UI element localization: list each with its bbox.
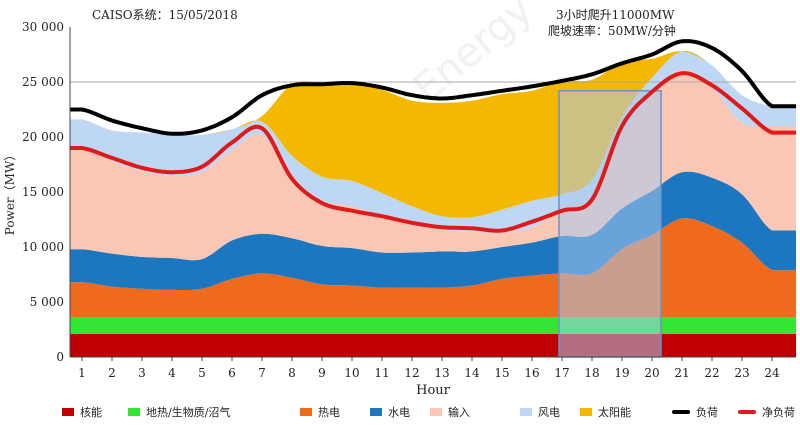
legend-label: 风电 xyxy=(538,406,560,419)
ramp-highlight-box xyxy=(558,90,662,358)
legend-swatch xyxy=(430,408,442,416)
y-tick-label: 15 000 xyxy=(22,185,64,199)
y-tick-label: 10 000 xyxy=(22,240,64,254)
area-wind xyxy=(70,50,796,233)
legend-swatch xyxy=(580,408,592,416)
legend-swatch xyxy=(128,408,140,416)
legend-label: 水电 xyxy=(388,406,410,419)
y-axis-label: Power（MW） xyxy=(3,149,17,236)
x-tick-label: 7 xyxy=(258,366,266,380)
legend-item: 热电 xyxy=(300,404,340,420)
legend-item: 水电 xyxy=(370,404,410,420)
x-tick-label: 23 xyxy=(734,366,749,380)
x-tick-label: 3 xyxy=(138,366,146,380)
y-tick-label: 0 xyxy=(56,350,64,364)
legend-swatch xyxy=(62,408,74,416)
chart-title: CAISO系统：15/05/2018 xyxy=(92,8,238,22)
x-tick-label: 10 xyxy=(344,366,359,380)
x-tick-label: 18 xyxy=(584,366,599,380)
legend-swatch xyxy=(520,408,532,416)
y-tick-label: 30 000 xyxy=(22,20,64,34)
area-nuclear xyxy=(70,333,796,357)
area-geo xyxy=(70,317,796,334)
x-tick-label: 13 xyxy=(434,366,449,380)
legend-label: 地热/生物质/沼气 xyxy=(146,406,231,419)
legend-item: 地热/生物质/沼气 xyxy=(128,404,230,420)
x-tick-label: 1 xyxy=(78,366,86,380)
legend-item: 风电 xyxy=(520,404,560,420)
line-load xyxy=(70,39,796,136)
y-tick-label: 20 000 xyxy=(22,130,64,144)
legend-label: 输入 xyxy=(448,406,470,419)
x-tick-label: 5 xyxy=(198,366,206,380)
legend-item: 输入 xyxy=(430,404,470,420)
x-axis-label: Hour xyxy=(416,383,451,398)
legend-label: 净负荷 xyxy=(762,406,795,419)
x-tick-label: 12 xyxy=(404,366,419,380)
x-tick-label: 6 xyxy=(228,366,236,380)
legend-swatch xyxy=(370,408,382,416)
x-tick-label: 14 xyxy=(464,366,480,380)
x-tick-label: 24 xyxy=(764,366,780,380)
legend: 核能 地热/生物质/沼气 热电 水电 输入 风电 太阳能 负荷 净负荷 xyxy=(62,404,800,422)
legend-label: 核能 xyxy=(80,406,102,419)
x-tick-label: 15 xyxy=(494,366,509,380)
legend-item: 负荷 xyxy=(672,404,718,420)
area-hydro xyxy=(70,171,796,290)
x-tick-label: 22 xyxy=(704,366,719,380)
x-tick-label: 19 xyxy=(614,366,629,380)
legend-label: 太阳能 xyxy=(598,406,631,419)
x-tick-label: 16 xyxy=(524,366,539,380)
y-tick-label: 25 000 xyxy=(22,75,64,89)
x-tick-label: 20 xyxy=(644,366,659,380)
legend-item: 核能 xyxy=(62,404,102,420)
x-tick-label: 9 xyxy=(318,366,326,380)
y-tick-label: 5 000 xyxy=(30,295,64,309)
x-tick-label: 2 xyxy=(108,366,116,380)
ramp-annotation-line1: 3小时爬升11000MW xyxy=(556,8,675,22)
x-tick-label: 17 xyxy=(554,366,569,380)
legend-swatch xyxy=(300,408,312,416)
x-tick-label: 11 xyxy=(374,366,389,380)
x-tick-label: 4 xyxy=(168,366,176,380)
legend-swatch xyxy=(738,410,756,414)
x-tick-label: 8 xyxy=(288,366,296,380)
x-tick-label: 21 xyxy=(674,366,689,380)
legend-swatch xyxy=(672,410,690,414)
legend-label: 热电 xyxy=(318,406,340,419)
legend-label: 负荷 xyxy=(696,406,718,419)
legend-item: 净负荷 xyxy=(738,404,795,420)
line-net_load xyxy=(70,71,796,233)
ramp-annotation-line2: 爬坡速率：50MW/分钟 xyxy=(548,24,676,38)
legend-item: 太阳能 xyxy=(580,404,631,420)
